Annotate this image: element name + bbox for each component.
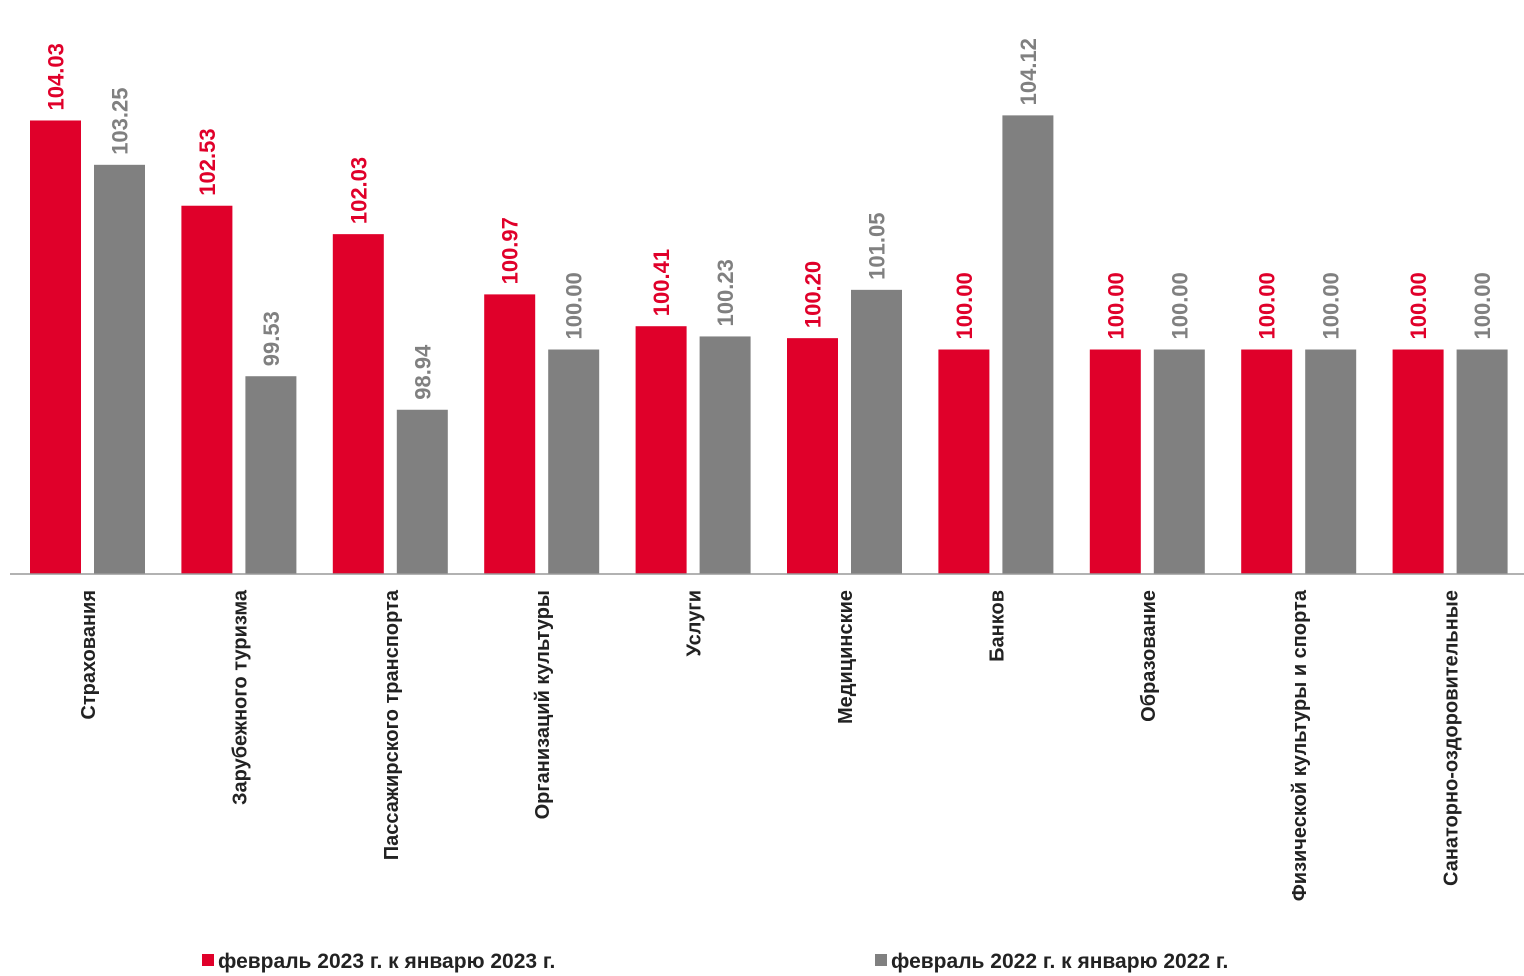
legend-label: февраль 2023 г. к январю 2023 г.	[218, 950, 555, 973]
chart: 104.03 102.53 102.03 100.97 100.41 100.20 100.…	[0, 0, 1524, 976]
value-label: 104.03	[44, 43, 69, 110]
value-label: 101.05	[865, 213, 890, 280]
bar	[397, 410, 448, 574]
bar	[1241, 350, 1292, 574]
bar	[1305, 350, 1356, 574]
bar	[851, 290, 902, 574]
x-tick-label: Страхования	[78, 590, 100, 720]
bar	[484, 294, 535, 574]
bar	[636, 326, 687, 574]
legend-label: февраль 2022 г. к январю 2022 г.	[891, 950, 1228, 973]
value-label: 100.00	[952, 272, 977, 339]
bar	[1457, 350, 1508, 574]
value-label: 98.94	[410, 344, 435, 400]
value-label: 100.00	[1103, 272, 1128, 339]
bar	[30, 120, 81, 574]
x-tick-label: Физической культуры и спорта	[1289, 589, 1311, 901]
legend-swatch	[875, 954, 887, 966]
bar	[1393, 350, 1444, 574]
x-tick-label: Пассажирского транспорта	[381, 589, 403, 860]
value-label: 100.00	[1319, 272, 1344, 339]
x-tick-label: Медицинские	[835, 590, 857, 724]
bar	[245, 376, 296, 574]
value-label: 100.20	[801, 261, 826, 328]
value-label: 100.23	[713, 259, 738, 326]
bar	[333, 234, 384, 574]
value-label: 100.00	[1406, 272, 1431, 339]
value-label: 102.03	[346, 157, 371, 224]
bar	[94, 165, 145, 574]
value-label: 104.12	[1016, 38, 1041, 105]
legend-swatch	[202, 954, 214, 966]
x-tick-label: Зарубежного туризма	[229, 589, 251, 805]
x-tick-label: Банков	[986, 590, 1008, 662]
bar	[181, 206, 232, 574]
x-tick-label: Организаций культуры	[532, 590, 554, 819]
value-label: 100.00	[1167, 272, 1192, 339]
value-label: 100.41	[649, 249, 674, 316]
bar	[1090, 350, 1141, 574]
x-tick-label: Образование	[1138, 590, 1160, 722]
bar	[938, 350, 989, 574]
x-tick-label: Санаторно-оздоровительные	[1441, 590, 1463, 886]
bar	[548, 350, 599, 574]
bar	[700, 336, 751, 574]
value-label: 99.53	[259, 311, 284, 366]
value-label: 103.25	[108, 88, 133, 155]
bar	[1002, 115, 1053, 574]
bar	[1154, 350, 1205, 574]
value-label: 100.00	[562, 272, 587, 339]
value-label: 100.97	[498, 217, 523, 284]
value-label: 102.53	[195, 128, 220, 195]
value-label: 100.00	[1470, 272, 1495, 339]
value-label: 100.00	[1255, 272, 1280, 339]
bar	[787, 338, 838, 574]
x-tick-label: Услуги	[684, 590, 706, 657]
